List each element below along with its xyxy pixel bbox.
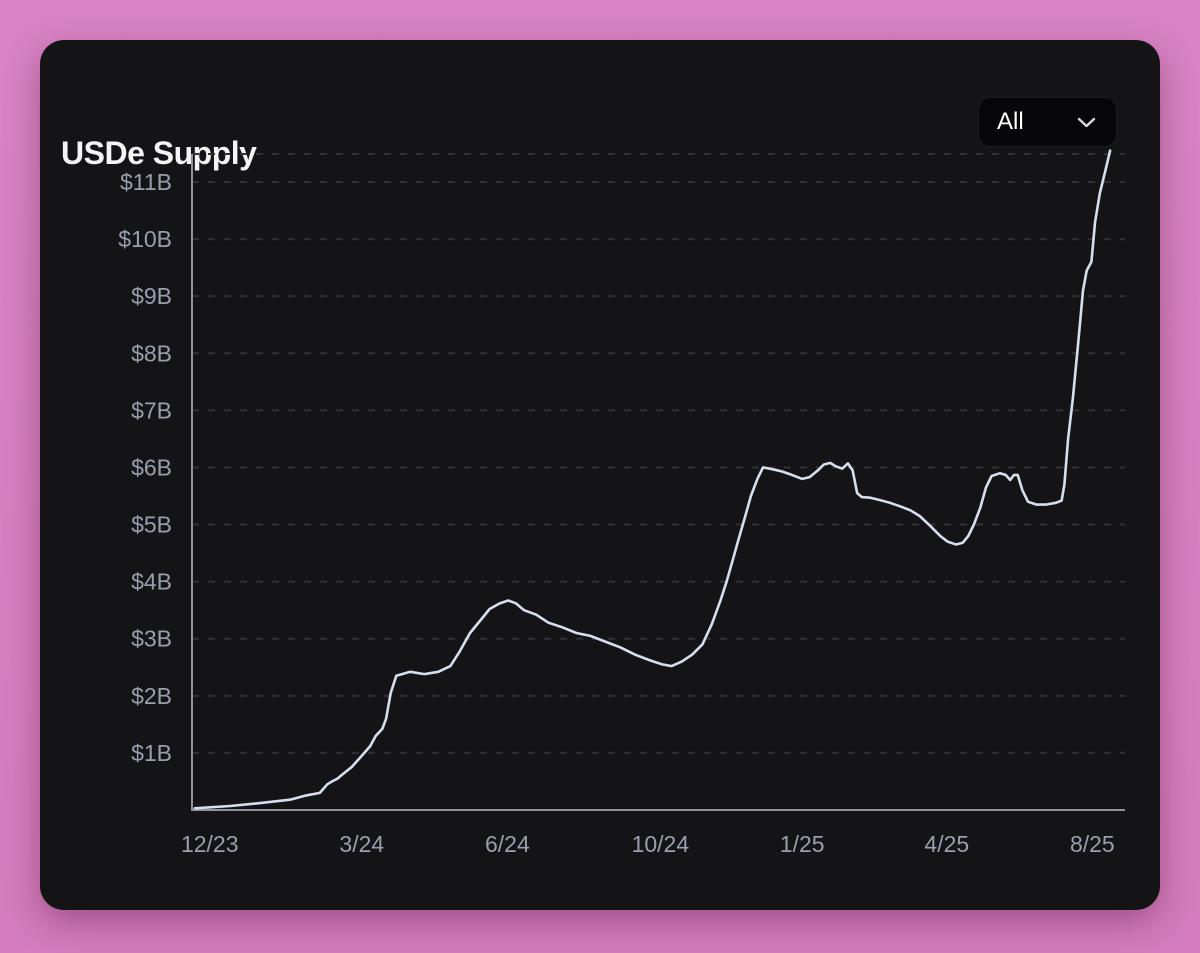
- y-axis-tick-label: $6B: [131, 454, 172, 480]
- y-axis-tick-label: $5B: [131, 512, 172, 538]
- y-axis-tick-label: $11B: [120, 169, 172, 195]
- y-axis-tick-label: $4B: [131, 569, 172, 595]
- x-axis-tick-label: 1/25: [780, 831, 825, 857]
- supply-line-chart: $1B $2B $3B $4B $5B $6B $7B $8B $9B $10B $11B 12/23…: [118, 149, 1125, 857]
- x-axis-tick-label: 12/23: [181, 831, 239, 857]
- x-axis-tick-label: 10/24: [632, 831, 690, 857]
- y-axis-tick-label: $7B: [131, 397, 172, 423]
- x-axis-tick-label: 3/24: [339, 831, 384, 857]
- supply-line-series: [193, 149, 1112, 810]
- y-axis-tick-label: $2B: [131, 683, 172, 709]
- x-axis-tick-label: 8/25: [1070, 831, 1115, 857]
- y-axis-tick-label: $8B: [131, 340, 172, 366]
- y-axis-tick-label: $1B: [131, 740, 172, 766]
- chevron-down-icon: [1077, 117, 1096, 128]
- y-axis-tick-label: $10B: [118, 226, 172, 252]
- time-range-dropdown[interactable]: All: [978, 97, 1117, 147]
- y-axis-tick-label: $9B: [131, 283, 172, 309]
- usde-supply-chart-card: USDe Supply All $1B $2B $3B $4B $5B $6B $7B $8B…: [40, 40, 1160, 910]
- x-axis-tick-label: 6/24: [485, 831, 530, 857]
- y-axis-tick-label: $3B: [131, 626, 172, 652]
- x-axis-tick-label: 4/25: [924, 831, 969, 857]
- time-range-selected-label: All: [997, 108, 1024, 135]
